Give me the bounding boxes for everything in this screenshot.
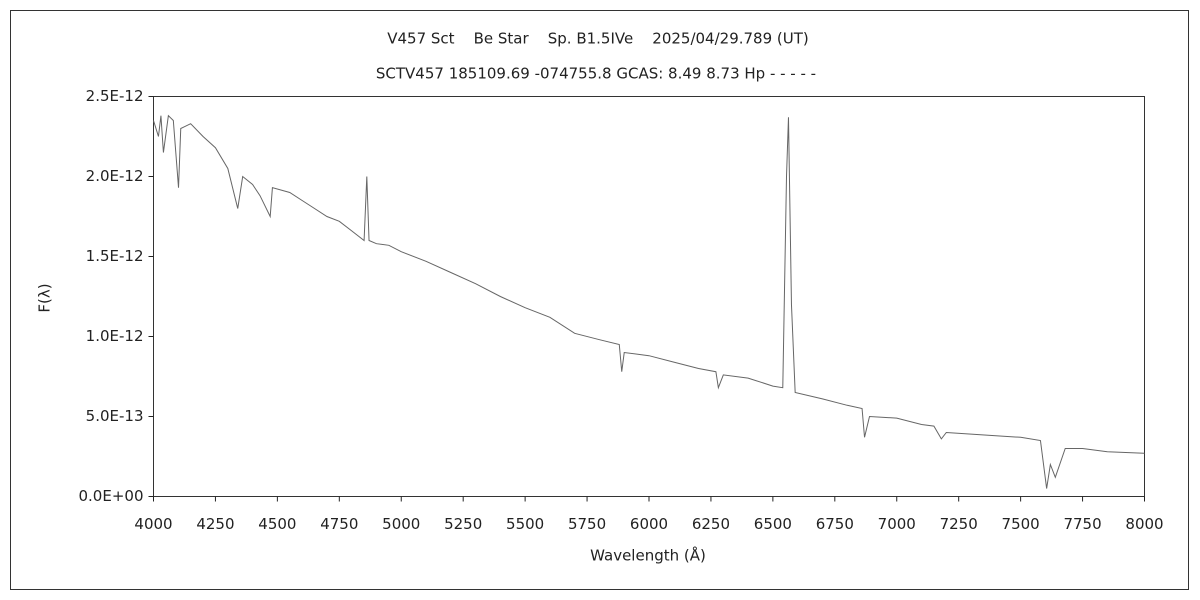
x-axis-label: Wavelength (Å): [590, 546, 706, 565]
x-tick-label: 4500: [258, 515, 296, 533]
chart-subtitle: SCTV457 185109.69 -074755.8 GCAS: 8.49 8…: [376, 65, 816, 83]
x-tick-label: 8000: [1125, 515, 1163, 533]
x-tick-label: 7500: [1002, 515, 1040, 533]
x-tick-label: 7000: [878, 515, 916, 533]
y-tick-label: 2.0E-12: [86, 167, 144, 185]
x-tick-label: 6750: [816, 515, 854, 533]
y-tick-label: 2.5E-12: [86, 87, 144, 105]
x-tick-label: 5500: [506, 515, 544, 533]
x-tick-label: 7750: [1063, 515, 1101, 533]
x-tick-label: 6000: [630, 515, 668, 533]
plot-frame: [153, 96, 1145, 497]
y-tick-label: 1.0E-12: [86, 327, 144, 345]
x-tick-label: 5000: [382, 515, 420, 533]
x-tick-label: 5250: [444, 515, 482, 533]
y-tick-label: 0.0E+00: [79, 487, 144, 505]
x-tick-label: 6250: [692, 515, 730, 533]
x-tick-label: 7250: [940, 515, 978, 533]
y-axis-label: F(λ): [36, 283, 54, 312]
x-tick-label: 6500: [754, 515, 792, 533]
x-tick-label: 4250: [196, 515, 234, 533]
x-tick-label: 5750: [568, 515, 606, 533]
x-tick-label: 4000: [134, 515, 172, 533]
x-tick-label: 4750: [320, 515, 358, 533]
y-tick-label: 5.0E-13: [86, 407, 144, 425]
spectrum-line: [153, 114, 1145, 489]
chart-title: V457 Sct Be Star Sp. B1.5IVe 2025/04/29.…: [387, 30, 809, 48]
y-tick-label: 1.5E-12: [86, 247, 144, 265]
